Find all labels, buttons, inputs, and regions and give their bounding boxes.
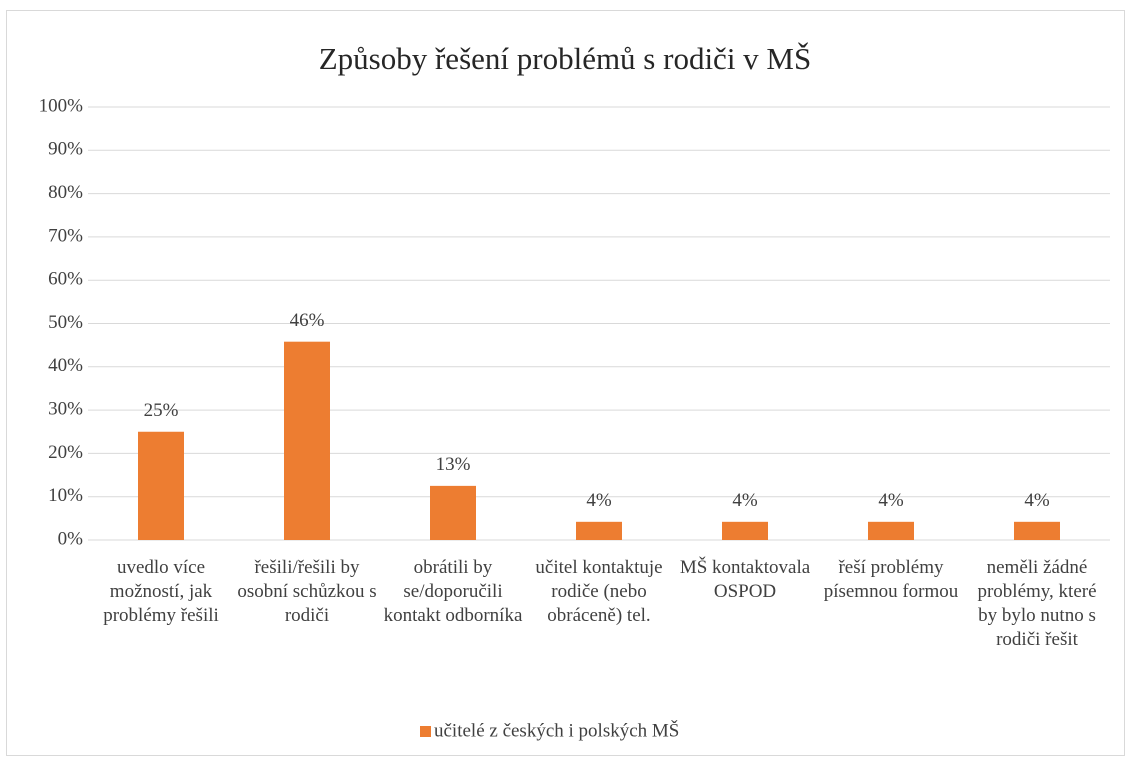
bar bbox=[138, 431, 184, 540]
data-label: 4% bbox=[878, 490, 904, 511]
chart-title: Způsoby řešení problémů s rodiči v MŠ bbox=[319, 41, 812, 76]
data-label: 4% bbox=[1024, 490, 1050, 511]
x-tick-label: řešili/řešili by osobní schůzkou s rodič… bbox=[237, 557, 377, 626]
y-tick-label: 50% bbox=[48, 312, 83, 333]
x-tick-label: obrátili by se/doporučili kontakt odborn… bbox=[383, 557, 523, 626]
chart-border bbox=[6, 10, 1125, 756]
y-tick-label: 30% bbox=[48, 398, 83, 419]
y-tick-label: 10% bbox=[48, 485, 83, 506]
y-tick-label: 100% bbox=[39, 95, 84, 116]
y-tick-label: 80% bbox=[48, 182, 83, 203]
legend-swatch bbox=[420, 726, 431, 737]
bar bbox=[284, 341, 330, 540]
x-tick-label: řeší problémy písemnou formou bbox=[823, 557, 959, 602]
data-label: 4% bbox=[732, 490, 758, 511]
bar bbox=[1014, 521, 1060, 540]
legend-label: učitelé z českých i polských MŠ bbox=[434, 719, 679, 741]
data-label: 46% bbox=[290, 310, 325, 331]
y-tick-label: 90% bbox=[48, 139, 83, 160]
data-label: 25% bbox=[144, 400, 179, 421]
y-tick-label: 20% bbox=[48, 442, 83, 463]
y-tick-label: 60% bbox=[48, 269, 83, 290]
x-tick-label: uvedlo více možností, jak problémy řešil… bbox=[103, 557, 219, 626]
x-tick-label: učitel kontaktuje rodiče (nebo obráceně)… bbox=[535, 557, 663, 626]
bar bbox=[576, 521, 622, 540]
x-tick-label: MŠ kontaktovala OSPOD bbox=[679, 557, 811, 602]
y-tick-label: 40% bbox=[48, 355, 83, 376]
data-label: 4% bbox=[586, 490, 612, 511]
data-label: 13% bbox=[436, 454, 471, 475]
y-tick-label: 70% bbox=[48, 225, 83, 246]
bar bbox=[868, 521, 914, 540]
x-tick-label: neměli žádné problémy, které by bylo nut… bbox=[977, 557, 1097, 650]
y-tick-label: 0% bbox=[58, 528, 84, 549]
bar bbox=[430, 485, 476, 540]
bar bbox=[722, 521, 768, 540]
